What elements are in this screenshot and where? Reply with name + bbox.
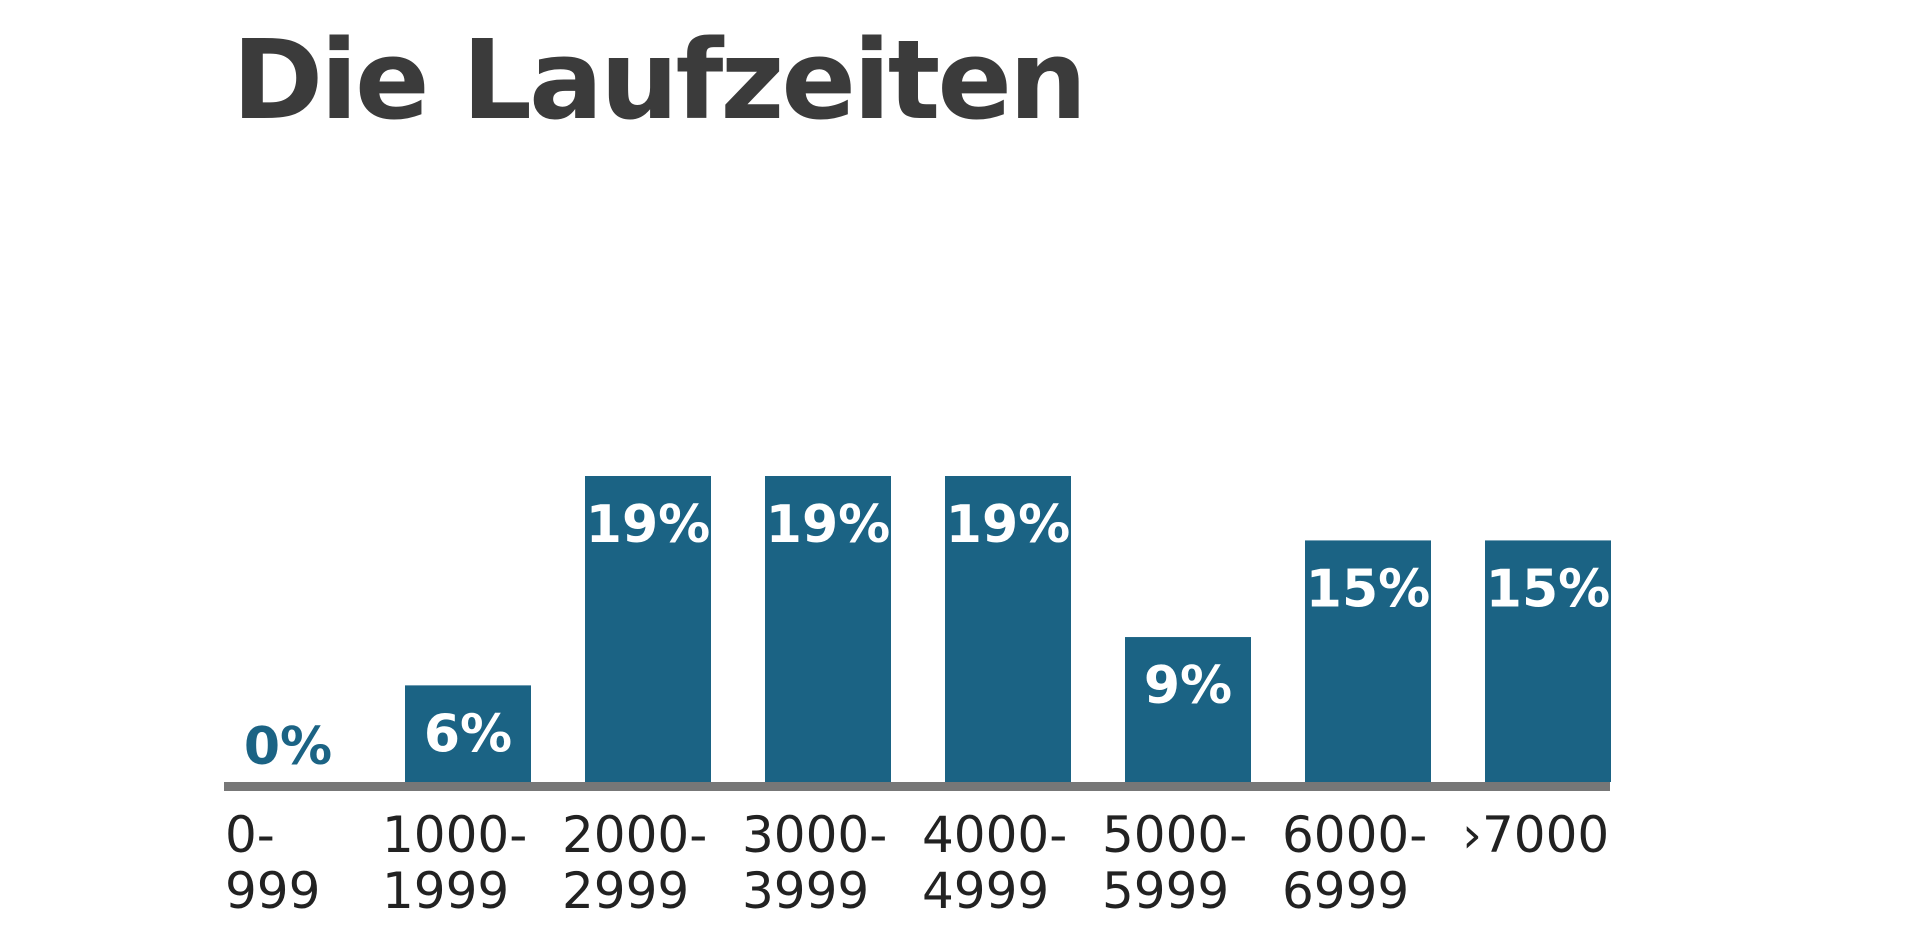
tick-label-3: 3000-3999 [742, 806, 887, 920]
tick-label-3-line-0: 3000- [742, 806, 887, 864]
tick-label-6: 6000-6999 [1282, 806, 1427, 920]
tick-label-1-line-0: 1000- [382, 806, 527, 864]
tick-label-1-line-1: 1999 [382, 862, 509, 920]
tick-label-4: 4000-4999 [922, 806, 1067, 920]
tick-label-5-line-0: 5000- [1102, 806, 1247, 864]
x-axis-baseline [224, 782, 1610, 791]
bars-layer [405, 476, 1611, 782]
tick-label-7-line-0: ›7000 [1462, 806, 1609, 864]
bar-4 [945, 476, 1071, 782]
value-label-1: 6% [424, 704, 512, 764]
bar-2 [585, 476, 711, 782]
bar-6 [1305, 540, 1431, 782]
tick-label-5-line-1: 5999 [1102, 862, 1229, 920]
tick-label-4-line-1: 4999 [922, 862, 1049, 920]
bar-7 [1485, 540, 1611, 782]
value-label-5: 9% [1144, 656, 1232, 716]
tick-label-2: 2000-2999 [562, 806, 707, 920]
tick-label-2-line-0: 2000- [562, 806, 707, 864]
tick-label-2-line-1: 2999 [562, 862, 689, 920]
tick-label-0-line-1: 999 [225, 862, 320, 920]
bar-5 [1125, 637, 1251, 782]
tick-label-3-line-1: 3999 [742, 862, 869, 920]
tick-label-7: ›7000 [1462, 806, 1609, 864]
tick-label-5: 5000-5999 [1102, 806, 1247, 920]
tick-label-6-line-1: 6999 [1282, 862, 1409, 920]
value-label-4: 19% [946, 495, 1070, 555]
value-labels-layer: 0% 6% 19% 19% 19% 9% 15% 15% [244, 495, 1610, 777]
value-label-3: 19% [766, 495, 890, 555]
value-label-2: 19% [586, 495, 710, 555]
bar-1 [405, 685, 531, 782]
chart-title: Die Laufzeiten [232, 16, 1087, 144]
value-label-6: 15% [1306, 559, 1430, 619]
bar-3 [765, 476, 891, 782]
value-label-7: 15% [1486, 559, 1610, 619]
tick-label-1: 1000-1999 [382, 806, 527, 920]
tick-label-4-line-0: 4000- [922, 806, 1067, 864]
tick-label-6-line-0: 6000- [1282, 806, 1427, 864]
tick-label-0-line-0: 0- [225, 806, 275, 864]
value-label-0: 0% [244, 717, 332, 777]
tick-label-0: 0-999 [225, 806, 320, 920]
tick-labels-layer: 0-999 1000-1999 2000-2999 3000-3999 4000-499… [225, 806, 1609, 920]
